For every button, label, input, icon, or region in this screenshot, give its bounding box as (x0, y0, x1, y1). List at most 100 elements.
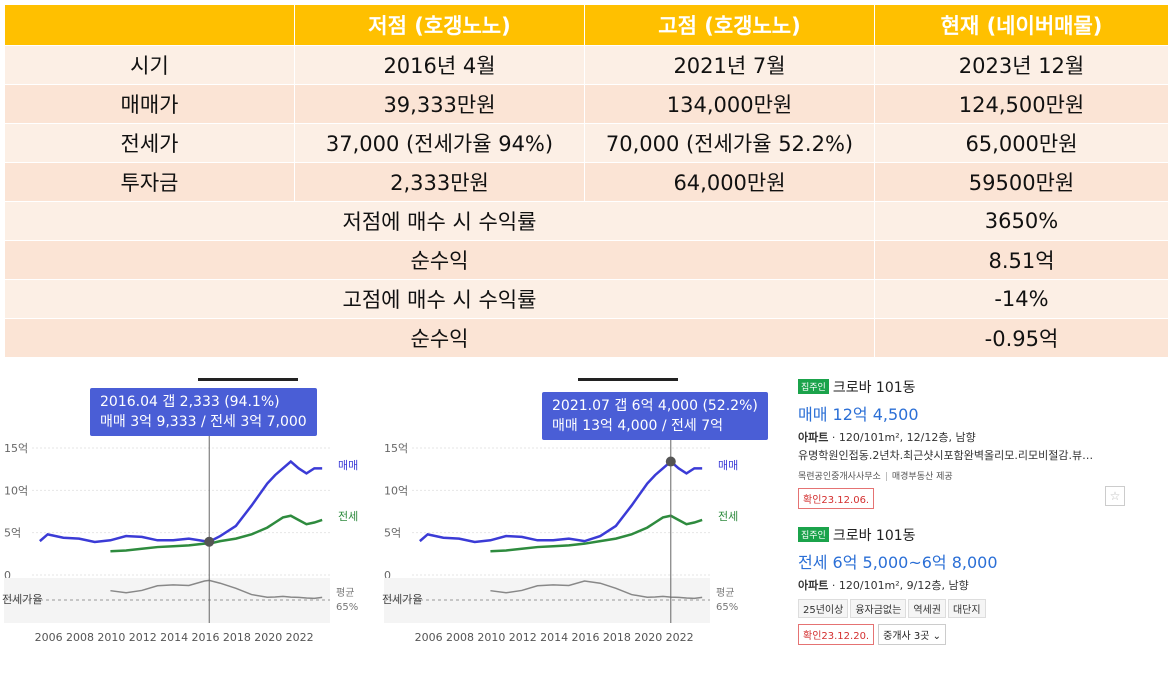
x-tick-label: 2018 (603, 631, 631, 644)
provider-name: 매경부동산 제공 (891, 471, 953, 482)
listing-title[interactable]: 크로바 101동 (832, 527, 916, 544)
listing-description: 유명학원인접동.2년차.최근샷시포함완벽올리모.리모비절감.뷰… (798, 448, 1094, 462)
x-tick-label: 2016 (572, 631, 600, 644)
listing-title[interactable]: 크로바 101동 (832, 379, 916, 396)
legend-jeonse: 전세 (338, 510, 358, 523)
listing-price: 매매 12억 4,500 (798, 404, 919, 424)
y-tick-label: 0 (4, 569, 11, 582)
x-tick-label: 2008 (66, 631, 94, 644)
chart-tooltip: 2021.07 갭 6억 4,000 (52.2%) 매매 13억 4,000 … (542, 392, 768, 440)
avg-label: 평균 (336, 587, 354, 599)
y-tick-label: 15억 (384, 442, 408, 455)
y-tick-label: 5억 (384, 527, 401, 540)
avg-value: 65% (716, 602, 738, 613)
cell-now: 124,500만원 (874, 84, 1169, 124)
y-tick-label: 15억 (4, 442, 28, 455)
row-label: 투자금 (4, 162, 295, 202)
listing-panel: 집주인 크로바 101동 매매 12억 4,500 아파트 · 120/101m²… (798, 376, 1168, 645)
header-now: 현재 (네이버매물) (874, 4, 1169, 46)
x-tick-label: 2022 (666, 631, 694, 644)
listing-card[interactable]: 집주인 크로바 101동 매매 12억 4,500 아파트 · 120/101m²… (798, 376, 1168, 516)
cell-now: 65,000만원 (874, 123, 1169, 163)
listing-meta: 아파트 · 120/101m², 12/12층, 남향 (798, 429, 1168, 445)
y-tick-label: 0 (384, 569, 391, 582)
summary-label: 저점에 매수 시 수익률 (4, 201, 875, 241)
chart-tooltip: 2016.04 갭 2,333 (94.1%) 매매 3억 9,333 / 전세… (90, 388, 317, 436)
x-tick-label: 2010 (97, 631, 125, 644)
sale-series-line (39, 459, 323, 544)
cell-low: 39,333만원 (294, 84, 585, 124)
ratio-label: 전세가율 (2, 593, 42, 606)
cell-low: 37,000 (전세가율 94%) (294, 123, 585, 163)
favorite-star-icon[interactable]: ☆ (1105, 486, 1125, 506)
x-tick-label: 2022 (286, 631, 314, 644)
confirm-date: 확인23.12.06. (798, 487, 875, 509)
property-type: 아파트 (798, 430, 829, 444)
x-tick-label: 2020 (254, 631, 282, 644)
summary-label: 순수익 (4, 318, 875, 358)
price-chart-high[interactable]: 15억 10억 5억 0 전세가율 평균 65% 매매 전세 2006 2008 2010 2012 20… (380, 378, 768, 648)
y-tick-label: 5억 (4, 527, 21, 540)
cell-high: 70,000 (전세가율 52.2%) (584, 123, 875, 163)
row-label: 매매가 (4, 84, 295, 124)
owner-tag: 집주인 (798, 527, 829, 542)
legend-jeonse: 전세 (718, 510, 738, 523)
feature-chip: 대단지 (947, 598, 986, 618)
cell-high: 134,000만원 (584, 84, 875, 124)
table-header-row: 저점 (호갱노노) 고점 (호갱노노) 현재 (네이버매물) (4, 4, 1169, 46)
header-low: 저점 (호갱노노) (294, 4, 585, 46)
row-label: 전세가 (4, 123, 295, 163)
summary-value: -0.95억 (874, 318, 1169, 358)
cell-now: 59500만원 (874, 162, 1169, 202)
comparison-table: 저점 (호갱노노) 고점 (호갱노노) 현재 (네이버매물) 시기 2016년 … (4, 4, 1169, 358)
y-tick-label: 10억 (384, 484, 408, 497)
tab-indicator (578, 378, 678, 381)
sale-series-line (419, 459, 703, 544)
avg-label: 평균 (716, 587, 734, 599)
feature-chip: 역세권 (908, 598, 946, 618)
property-type: 아파트 (798, 578, 829, 592)
listing-price: 전세 6억 5,000~6억 8,000 (798, 552, 998, 572)
x-tick-label: 2010 (477, 631, 505, 644)
x-tick-label: 2012 (509, 631, 537, 644)
summary-value: 8.51억 (874, 240, 1169, 280)
marker-dot (665, 456, 676, 467)
legend-sale: 매매 (718, 459, 738, 472)
marker-dot (204, 536, 215, 547)
header-high: 고점 (호갱노노) (584, 4, 875, 46)
price-chart-low[interactable]: 15억 10억 5억 0 전세가율 평균 65% 매매 전세 2006 2008 2010 2012 20… (0, 378, 370, 648)
jeonse-series-line (110, 514, 323, 553)
table-row: 시기 2016년 4월 2021년 7월 2023년 12월 (4, 45, 1169, 85)
summary-row: 고점에 매수 시 수익률 -14% (4, 279, 1169, 319)
x-tick-label: 2014 (540, 631, 568, 644)
feature-chip: 융자금없는 (850, 598, 907, 618)
summary-row: 순수익 -0.95억 (4, 318, 1169, 358)
divider: | (884, 471, 888, 482)
jeonse-series-line (490, 514, 703, 553)
avg-value: 65% (336, 602, 358, 613)
x-tick-label: 2006 (35, 631, 63, 644)
summary-label: 순수익 (4, 240, 875, 280)
x-tick-label: 2012 (129, 631, 157, 644)
x-tick-label: 2020 (634, 631, 662, 644)
tooltip-line1: 2021.07 갭 6억 4,000 (52.2%) (552, 398, 758, 414)
row-label: 시기 (4, 45, 295, 85)
tooltip-line1: 2016.04 갭 2,333 (94.1%) (100, 394, 280, 410)
listing-source: 목련공인중개사사무소 | 매경부동산 제공 (798, 469, 1168, 482)
chevron-down-icon: ⌄ (932, 630, 942, 642)
cell-low: 2,333만원 (294, 162, 585, 202)
cell-high: 64,000만원 (584, 162, 875, 202)
confirm-date: 확인23.12.20. (798, 623, 875, 645)
x-tick-label: 2008 (446, 631, 474, 644)
tooltip-line2: 매매 3억 9,333 / 전세 3억 7,000 (100, 414, 307, 430)
table-row: 투자금 2,333만원 64,000만원 59500만원 (4, 162, 1169, 202)
table-row: 매매가 39,333만원 134,000만원 124,500만원 (4, 84, 1169, 124)
x-tick-label: 2016 (192, 631, 220, 644)
listing-meta-detail: · 120/101m², 9/12층, 남향 (828, 578, 969, 592)
listing-card[interactable]: 집주인 크로바 101동 전세 6억 5,000~6억 8,000 아파트 · 1… (798, 524, 1168, 645)
agents-dropdown[interactable]: 중개사 3곳 ⌄ (878, 623, 947, 645)
legend-sale: 매매 (338, 459, 358, 472)
summary-value: -14% (874, 279, 1169, 319)
